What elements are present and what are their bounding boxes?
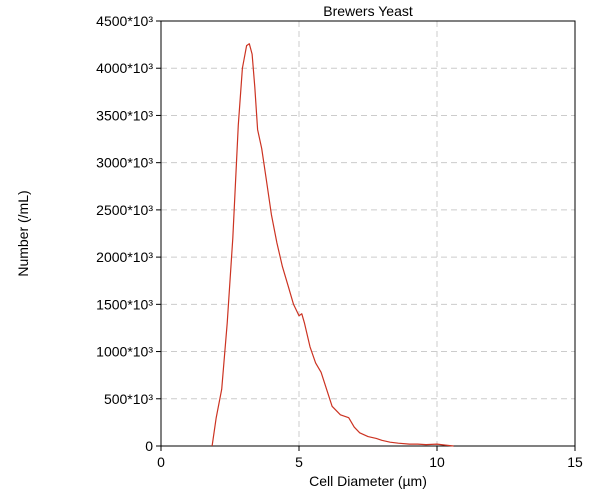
y-tick-label: 3000*10³	[96, 155, 153, 171]
series-layer	[211, 43, 454, 447]
y-axis-ticks: 0 500*10³ 1000*10³ 1500*10³ 2000*10³ 2500*10³…	[96, 13, 161, 454]
y-tick-label: 2000*10³	[96, 249, 153, 265]
y-tick-label: 4000*10³	[96, 60, 153, 76]
x-tick-label: 5	[295, 454, 303, 470]
x-tick-label: 10	[429, 454, 445, 470]
y-tick-label: 1500*10³	[96, 296, 153, 312]
y-tick-label: 0	[145, 438, 153, 454]
x-tick-label: 0	[157, 454, 165, 470]
x-tick-label: 15	[567, 454, 583, 470]
y-axis-title: Number (/mL)	[15, 190, 31, 276]
y-tick-label: 2500*10³	[96, 202, 153, 218]
plot-frame	[160, 20, 576, 447]
y-tick-label: 1000*10³	[96, 344, 153, 360]
x-axis-title: Cell Diameter (µm)	[309, 473, 427, 489]
chart-title: Brewers Yeast	[323, 3, 413, 19]
x-axis-ticks: 0 5 10 15	[157, 446, 583, 470]
y-tick-label: 4500*10³	[96, 13, 153, 29]
y-tick-label: 3500*10³	[96, 107, 153, 123]
series-line	[211, 43, 454, 447]
y-tick-label: 500*10³	[104, 391, 153, 407]
